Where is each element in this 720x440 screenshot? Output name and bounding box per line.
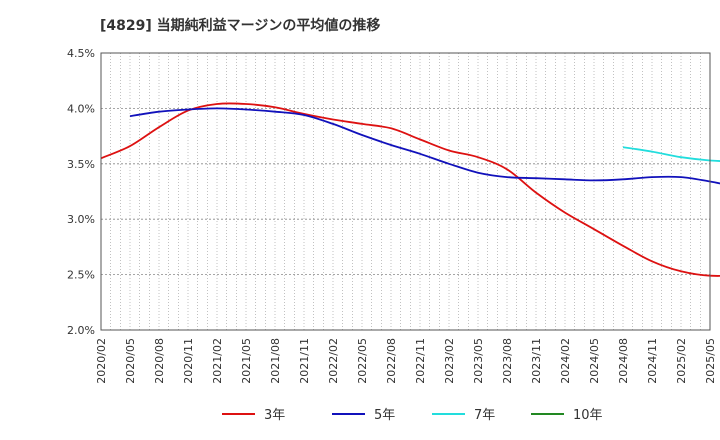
x-tick-label: 2022/11 bbox=[414, 338, 427, 384]
x-tick-label: 2023/11 bbox=[530, 338, 543, 384]
y-tick-label: 4.0% bbox=[67, 102, 95, 115]
legend-label: 3年 bbox=[264, 408, 285, 423]
series-line-5年 bbox=[129, 107, 720, 185]
x-tick-label: 2021/02 bbox=[211, 338, 224, 384]
x-tick-label: 2023/02 bbox=[443, 338, 456, 384]
x-tick-label: 2022/02 bbox=[327, 338, 340, 384]
chart-title: [4829] 当期純利益マージンの平均値の推移 bbox=[100, 17, 380, 34]
legend: 3年 5年 7年 10年 bbox=[222, 408, 603, 423]
y-tick-label: 3.5% bbox=[67, 158, 95, 171]
y-tick-label: 3.0% bbox=[67, 213, 95, 226]
grid bbox=[100, 52, 711, 331]
x-tick-label: 2021/08 bbox=[269, 338, 282, 384]
x-tick-label: 2025/02 bbox=[675, 338, 688, 384]
y-tick-label: 2.0% bbox=[67, 324, 95, 337]
x-tick-label: 2022/08 bbox=[385, 338, 398, 384]
y-axis-labels: 2.0% 2.5% 3.0% 3.5% 4.0% 4.5% bbox=[67, 47, 95, 337]
series-line-3年 bbox=[100, 102, 720, 277]
x-tick-label: 2020/11 bbox=[182, 338, 195, 384]
legend-label: 5年 bbox=[374, 408, 395, 423]
legend-label: 10年 bbox=[573, 408, 603, 423]
x-tick-label: 2020/02 bbox=[95, 338, 108, 384]
x-tick-label: 2021/05 bbox=[240, 338, 253, 384]
x-tick-label: 2020/05 bbox=[124, 338, 137, 384]
x-tick-label: 2024/08 bbox=[617, 338, 630, 384]
series-lines bbox=[100, 102, 720, 277]
plot-frame bbox=[100, 52, 711, 331]
x-axis-labels: 2020/02 2020/05 2020/08 2020/11 2021/02 2021/… bbox=[95, 338, 717, 384]
x-tick-label: 2023/08 bbox=[501, 338, 514, 384]
x-tick-label: 2021/11 bbox=[298, 338, 311, 384]
x-tick-label: 2023/05 bbox=[472, 338, 485, 384]
x-tick-label: 2024/05 bbox=[588, 338, 601, 384]
x-tick-label: 2024/11 bbox=[646, 338, 659, 384]
legend-label: 7年 bbox=[474, 408, 495, 423]
x-tick-label: 2022/05 bbox=[356, 338, 369, 384]
x-tick-label: 2025/05 bbox=[704, 338, 717, 384]
x-tick-label: 2024/02 bbox=[559, 338, 572, 384]
y-tick-label: 2.5% bbox=[67, 269, 95, 282]
y-tick-label: 4.5% bbox=[67, 47, 95, 60]
x-tick-label: 2020/08 bbox=[153, 338, 166, 384]
